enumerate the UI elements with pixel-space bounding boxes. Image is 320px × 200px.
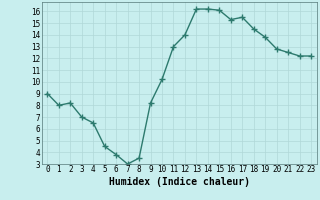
X-axis label: Humidex (Indice chaleur): Humidex (Indice chaleur) xyxy=(109,177,250,187)
